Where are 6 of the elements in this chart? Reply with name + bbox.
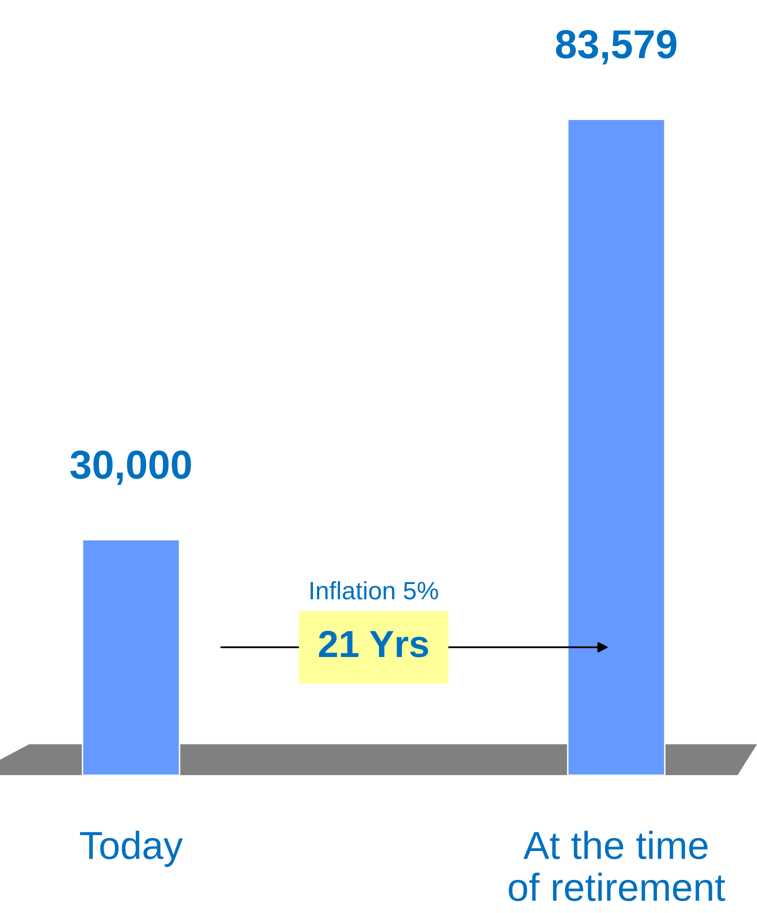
x-tick-label: At the time of retirement xyxy=(508,830,726,902)
data-label: 83,579 xyxy=(556,30,676,64)
data-label: 30,000 xyxy=(70,450,191,485)
annotation: 21 Yrs xyxy=(318,630,428,658)
x-tick-label: Today xyxy=(80,830,183,867)
annotation: Inflation 5% xyxy=(310,581,438,600)
